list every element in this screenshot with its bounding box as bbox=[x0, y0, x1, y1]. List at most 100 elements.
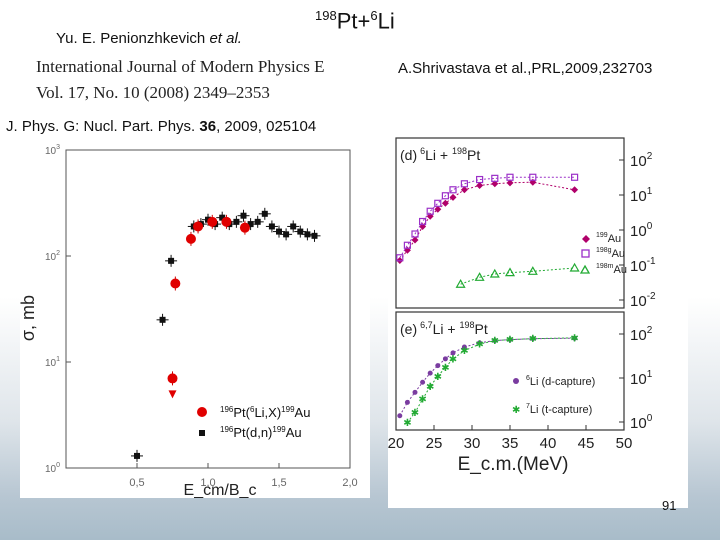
right-xtick-label: 35 bbox=[502, 435, 519, 452]
left-xtick-label: 2,0 bbox=[342, 477, 357, 489]
panel-e-y-axis: 102 101 100 bbox=[619, 325, 653, 432]
legend-e-marker-2: ✱ bbox=[512, 405, 520, 416]
right-ytick-label: 101 bbox=[630, 186, 653, 205]
data-point-star: ✱ bbox=[529, 334, 537, 345]
legend-d-marker-3 bbox=[579, 264, 591, 274]
data-point-square bbox=[247, 221, 254, 228]
panel-e-label: (e) 6,7Li + 198Pt bbox=[400, 320, 488, 337]
data-point-star: ✱ bbox=[475, 340, 483, 351]
data-point-circle bbox=[239, 222, 250, 233]
journal-line2: Vol. 17, No. 10 (2008) 2349–2353 bbox=[36, 83, 270, 102]
data-point-star: ✱ bbox=[460, 346, 468, 357]
data-point-diamond bbox=[476, 182, 484, 190]
data-point-square bbox=[219, 214, 226, 221]
data-point-circle bbox=[404, 399, 410, 405]
data-point-circle bbox=[397, 413, 403, 419]
left-ytick-label: 101 bbox=[45, 356, 60, 369]
right-ytick-label: 102 bbox=[630, 325, 653, 344]
title-mass: 198 bbox=[315, 8, 337, 23]
right-xtick-label: 40 bbox=[540, 435, 557, 452]
data-point-square bbox=[571, 173, 579, 181]
data-point-square bbox=[529, 173, 537, 181]
series-line bbox=[407, 337, 575, 423]
left-ylabel: σ, mb bbox=[20, 295, 38, 341]
data-point-square bbox=[475, 175, 484, 184]
panel-e-legend: 6Li (d-capture) ✱ 7Li (t-capture) bbox=[512, 375, 595, 416]
data-point-circle bbox=[450, 350, 456, 356]
data-point-star: ✱ bbox=[449, 354, 457, 365]
legend-d-entry-3: 198mAu bbox=[596, 263, 627, 276]
data-point-square bbox=[261, 210, 268, 217]
data-point-circle bbox=[442, 356, 448, 362]
right-ytick-label: 10-1 bbox=[630, 256, 656, 275]
series-line bbox=[399, 176, 575, 259]
left-xtick-label: 1,0 bbox=[200, 477, 215, 489]
right-xtick-label: 45 bbox=[578, 435, 595, 452]
title-projectile: Li bbox=[377, 8, 395, 34]
data-point-square bbox=[403, 241, 411, 249]
left-ytick-label: 103 bbox=[45, 144, 60, 157]
right-xtick-label: 25 bbox=[426, 435, 443, 452]
data-point-star: ✱ bbox=[441, 363, 449, 374]
data-point-square bbox=[396, 254, 404, 262]
left-y-axis: 100 101 102 103 bbox=[45, 144, 71, 475]
left-xlabel: E_cm/B_c bbox=[184, 482, 257, 498]
data-point-diamond bbox=[460, 186, 468, 194]
data-point-square bbox=[311, 232, 318, 239]
data-point-circle bbox=[530, 336, 536, 342]
panel-e-x-axis: 20 25 30 35 40 45 50 bbox=[388, 425, 632, 452]
left-xtick-label: 1,5 bbox=[271, 477, 286, 489]
data-point-triangle bbox=[504, 267, 516, 277]
data-point-circle bbox=[193, 221, 204, 232]
jphys-ref-b: , 2009, 025104 bbox=[216, 118, 317, 135]
legend-marker-black bbox=[199, 430, 205, 436]
right-chart: 102 101 100 10-1 10-2 102 101 100 20 25 30 35 40 45… bbox=[388, 137, 656, 475]
data-point-square bbox=[268, 223, 275, 230]
data-point-triangle bbox=[527, 266, 538, 275]
data-point-circle bbox=[461, 344, 467, 350]
data-point-circle bbox=[427, 370, 433, 376]
left-plot-frame bbox=[65, 149, 351, 469]
title-mass2: 6 bbox=[370, 8, 378, 23]
legend-entry-2: 196Pt(d,n)199Au bbox=[220, 425, 302, 440]
right-chart-panel: 102 101 100 10-1 10-2 102 101 100 20 25 30 35 40 45… bbox=[388, 128, 688, 508]
legend-d-marker-2 bbox=[581, 249, 590, 258]
author-name: Yu. E. Penionzhkevich bbox=[56, 30, 210, 47]
panel-e-data-points: ✱✱✱✱✱✱✱✱✱ ✱ ✱ ✱ ✱ bbox=[397, 333, 579, 429]
right-xtick-label: 20 bbox=[388, 435, 404, 452]
right-ytick-label: 102 bbox=[630, 151, 653, 170]
data-point-square bbox=[134, 452, 140, 459]
data-point-circle bbox=[420, 379, 426, 385]
data-point-square bbox=[419, 217, 427, 226]
legend-e-entry-1: 6Li (d-capture) bbox=[526, 375, 595, 388]
data-point-circle bbox=[412, 389, 418, 395]
data-point-square bbox=[434, 199, 442, 207]
data-point-diamond bbox=[403, 246, 411, 254]
legend-d-entry-1: 199Au bbox=[596, 232, 621, 245]
legend-d-marker-1 bbox=[582, 235, 590, 243]
data-point-square bbox=[441, 192, 450, 200]
left-ytick-label: 102 bbox=[45, 250, 60, 263]
data-point-square bbox=[168, 257, 175, 264]
data-point-square bbox=[491, 174, 499, 182]
legend-entry-1: 196Pt(6Li,X)199Au bbox=[220, 405, 310, 420]
slide-title: 198Pt+6Li bbox=[315, 8, 395, 34]
right-xlabel: E_c.m.(MeV) bbox=[458, 454, 569, 475]
journal-line1: International Journal of Modern Physics … bbox=[36, 57, 325, 76]
left-chart-panel: 100 101 102 103 0,5 1,0 1,5 2,0 σ, mb E_cm/B_c… bbox=[18, 138, 370, 499]
legend-marker-red bbox=[197, 407, 207, 417]
jphys-ref: J. Phys. G: Nucl. Part. Phys. 36, 2009, … bbox=[6, 118, 316, 135]
left-xtick-label: 0,5 bbox=[129, 477, 144, 489]
data-point-circle bbox=[170, 278, 181, 289]
data-point-diamond bbox=[434, 205, 442, 213]
prl-ref: A.Shrivastava et al.,PRL,2009,232703 bbox=[398, 60, 653, 77]
data-point-square bbox=[254, 218, 261, 225]
data-point-circle bbox=[207, 216, 218, 227]
panel-d-y-axis: 102 101 100 10-1 10-2 bbox=[619, 151, 656, 310]
data-point-square bbox=[240, 212, 247, 219]
data-point-star: ✱ bbox=[491, 336, 499, 347]
data-point-circle bbox=[221, 216, 232, 227]
left-legend: 196Pt(6Li,X)199Au 196Pt(d,n)199Au bbox=[197, 405, 310, 440]
data-point-star: ✱ bbox=[426, 382, 434, 393]
data-point-square bbox=[276, 228, 282, 235]
